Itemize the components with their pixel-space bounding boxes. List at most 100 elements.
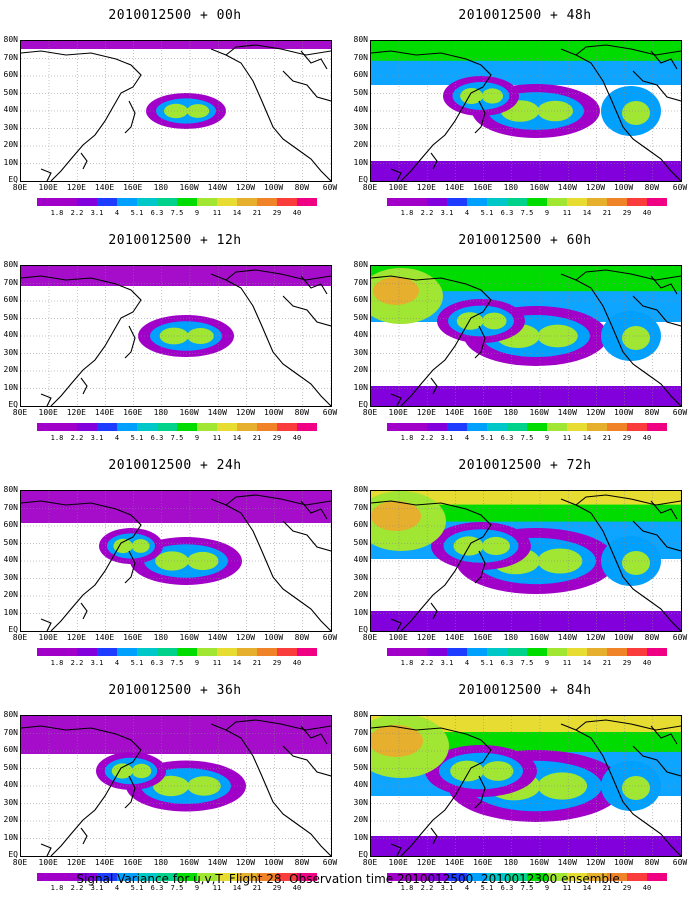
colorbar-swatch	[567, 423, 587, 431]
colorbar-swatch	[197, 423, 217, 431]
colorbar-swatch	[157, 873, 177, 881]
colorbar-swatch	[387, 648, 407, 656]
lon-tick-label: 140W	[207, 633, 227, 642]
colorbar-label: 29	[622, 434, 632, 442]
colorbar-swatch	[197, 198, 217, 206]
colorbar-swatch	[97, 648, 117, 656]
colorbar-swatch	[177, 423, 197, 431]
colorbar-label: 5.1	[130, 434, 144, 442]
colorbar-label: 6.3	[150, 434, 164, 442]
colorbar-label: 29	[272, 659, 282, 667]
lon-tick-label: 80E	[12, 633, 28, 642]
colorbar-swatch	[57, 423, 77, 431]
map-svg	[21, 266, 331, 406]
lon-tick-label: 140W	[207, 858, 227, 867]
colorbar-swatch	[627, 873, 647, 881]
contour-fill	[21, 716, 331, 812]
lat-tick-label: 30N	[3, 122, 18, 132]
colorbar-swatch	[57, 873, 77, 881]
lat-tick-label: 60N	[353, 520, 368, 529]
colorbar-swatch	[387, 873, 407, 881]
lon-tick-label: 120E	[416, 408, 436, 417]
lat-tick-label: 40N	[353, 555, 368, 564]
lat-tick-label: 20N	[353, 590, 368, 599]
colorbar-swatch	[627, 423, 647, 431]
colorbar-label: 29	[622, 209, 632, 217]
colorbar-label: 2.2	[420, 434, 434, 442]
lat-tick-label: 50N	[3, 87, 18, 97]
panel-title: 2010012500 + 36h	[108, 683, 242, 698]
colorbar-swatch	[197, 873, 217, 881]
colorbar-label: 40	[642, 884, 652, 892]
graticule	[371, 41, 681, 181]
lat-tick-label: 70N	[353, 502, 368, 512]
lon-tick-label: 80W	[644, 633, 660, 642]
lon-tick-label: 180	[503, 183, 519, 192]
colorbar-swatch	[607, 648, 627, 656]
lon-tick-label: 120E	[66, 408, 86, 417]
colorbar-swatch	[197, 648, 217, 656]
colorbar-swatch	[547, 423, 567, 431]
lon-tick-label: 160E	[473, 408, 493, 417]
colorbar-swatch	[297, 648, 317, 656]
lat-tick-label: 20N	[3, 365, 18, 374]
lon-tick-label: 80E	[362, 183, 378, 192]
panel-title: 2010012500 + 72h	[458, 458, 592, 473]
lon-tick-label: 100E	[38, 183, 58, 192]
lon-tick-label: 80E	[362, 858, 378, 867]
lon-tick-label: 80W	[644, 858, 660, 867]
colorbar-swatch	[587, 198, 607, 206]
map-panel: 2010012500 + 36h 80N 70N 60N 50N 40N 30N 20N 10N…	[0, 675, 350, 900]
coastline	[21, 44, 331, 181]
lat-tick-label: 20N	[3, 590, 18, 599]
lat-tick-label: 10N	[353, 832, 368, 842]
lon-tick-label: 60W	[672, 633, 688, 642]
lon-tick-label: 120E	[66, 858, 86, 867]
colorbar-label: 2.2	[70, 659, 84, 667]
lat-tick-label: 80N	[353, 35, 368, 44]
colorbar-label: 29	[272, 434, 282, 442]
colorbar-swatch	[427, 873, 447, 881]
colorbar-label: 21	[602, 209, 612, 217]
colorbar-swatch	[467, 198, 487, 206]
colorbar-swatch	[487, 873, 507, 881]
colorbar-swatch	[137, 648, 157, 656]
colorbar-label: 21	[252, 659, 262, 667]
panel-title: 2010012500 + 00h	[108, 8, 242, 23]
lon-tick-label: 80W	[644, 408, 660, 417]
colorbar-swatch	[237, 198, 257, 206]
colorbar-swatch	[427, 648, 447, 656]
colorbar-label: 14	[582, 884, 592, 892]
lon-tick-label: 120E	[66, 633, 86, 642]
colorbar-label: 6.3	[150, 209, 164, 217]
colorbar-swatch	[467, 648, 487, 656]
lon-tick-label: 80E	[362, 633, 378, 642]
lon-tick-label: 140E	[444, 408, 465, 417]
colorbar-swatch	[507, 648, 527, 656]
lon-tick-label: 60W	[322, 858, 338, 867]
colorbar-label: 4	[114, 659, 120, 667]
colorbar-label: 7.5	[170, 209, 184, 217]
colorbar-swatch	[547, 198, 567, 206]
colorbar-swatch	[217, 198, 237, 206]
lon-tick-label: 80W	[294, 633, 310, 642]
colorbar-swatch	[117, 423, 137, 431]
lat-tick-label: EQ	[358, 850, 368, 859]
colorbar-label: 4	[464, 884, 470, 892]
colorbar-swatch	[217, 873, 237, 881]
colorbar-label: 21	[602, 659, 612, 667]
figure-caption: Signal Variance for u,v,T. Flight 28. Ob…	[76, 872, 624, 886]
lat-tick-label: 80N	[3, 485, 18, 494]
lon-tick-label: 140W	[207, 183, 227, 192]
colorbar-label: 11	[562, 209, 572, 217]
lat-tick-label: 30N	[3, 572, 18, 582]
coastline	[371, 44, 681, 181]
map-svg	[371, 716, 681, 856]
colorbar-label: 21	[602, 434, 612, 442]
lat-tick-label: 10N	[353, 382, 368, 392]
lon-tick-label: 100E	[38, 633, 58, 642]
graticule	[21, 716, 331, 856]
lon-tick-label: 120W	[585, 183, 606, 192]
lat-tick-label: 80N	[353, 260, 368, 269]
colorbar-swatch	[467, 873, 487, 881]
